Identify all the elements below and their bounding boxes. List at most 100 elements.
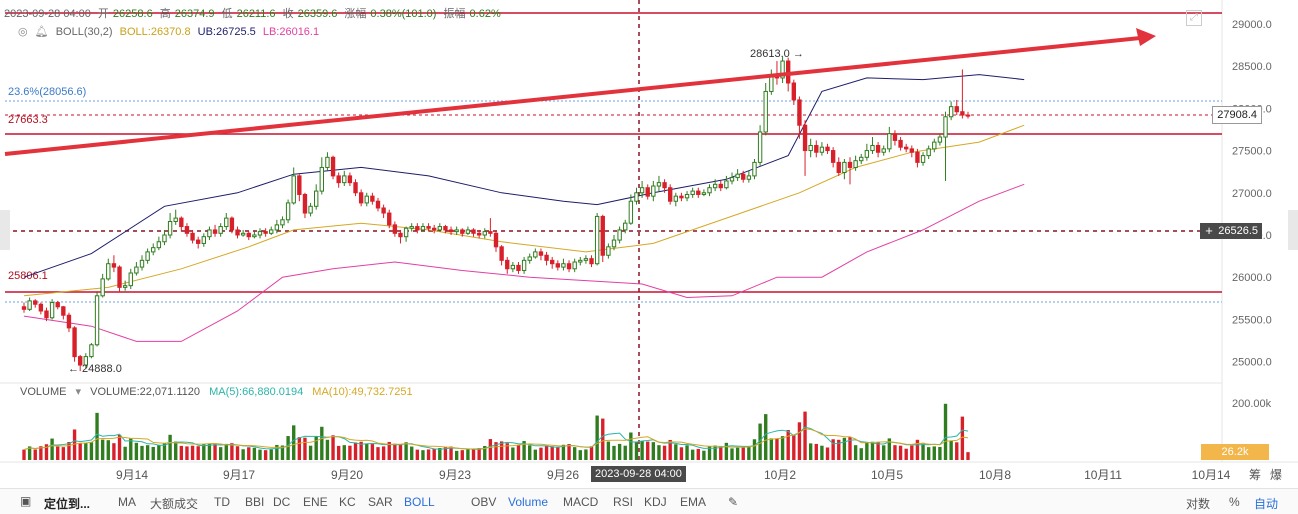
left-scroll-handle[interactable]: [0, 210, 10, 250]
candle-body: [314, 190, 319, 207]
indicator-obv[interactable]: OBV: [471, 495, 497, 509]
volume-name[interactable]: VOLUME: [20, 386, 67, 398]
candle-body: [606, 246, 611, 256]
candle-body: [954, 106, 959, 113]
volume-bar: [601, 418, 605, 460]
volume-bar: [84, 443, 88, 460]
candle-body: [718, 183, 723, 189]
locate-button[interactable]: 定位到...: [44, 497, 91, 511]
x-tick-label: 10月2: [764, 468, 796, 482]
candle-body: [926, 148, 931, 157]
bell-icon[interactable]: 🔔︎: [34, 26, 49, 38]
candle-body: [398, 232, 403, 238]
volume-bar: [483, 446, 487, 460]
candle-body: [741, 173, 746, 180]
candle-body: [465, 229, 471, 234]
volume-bar: [494, 442, 498, 460]
indicator-大额成交[interactable]: 大额成交: [150, 497, 199, 511]
candle-body: [409, 226, 414, 229]
x-tick-label: 9月26: [547, 468, 579, 482]
volume-bar: [910, 445, 914, 460]
volume-bar: [792, 435, 796, 460]
candle-body: [881, 148, 886, 153]
candle-body: [943, 116, 948, 138]
volume-ma10-line: [23, 428, 969, 451]
candle-body: [668, 187, 673, 202]
candle-body: [201, 236, 206, 244]
indicator-macd[interactable]: MACD: [563, 495, 599, 509]
indicator-bbi[interactable]: BBI: [245, 495, 265, 509]
volume-bar: [477, 448, 481, 460]
candle-body: [533, 251, 538, 258]
volume-bar: [117, 434, 122, 460]
header-amp: 0.62%: [469, 8, 501, 20]
volume-bar: [376, 447, 380, 460]
volume-bar: [292, 425, 296, 460]
volume-bar: [404, 442, 408, 460]
candle-body: [167, 220, 173, 236]
header-open-label: 开: [97, 8, 109, 20]
candle-body: [460, 229, 465, 234]
volume-bar: [353, 442, 358, 460]
indicator-kdj[interactable]: KDJ: [644, 495, 667, 509]
volume-bar: [426, 449, 431, 460]
candle-body: [184, 226, 190, 234]
volume-bar: [224, 443, 228, 460]
volume-bar: [398, 444, 403, 460]
candle-body: [476, 232, 482, 236]
candle-body: [814, 144, 819, 153]
calendar-icon[interactable]: ▣: [20, 494, 32, 508]
volume-bar: [567, 444, 571, 460]
volume-bar: [123, 446, 127, 460]
indicator-volume[interactable]: Volume: [508, 495, 549, 509]
volume-bar: [207, 443, 212, 460]
right-scroll-handle[interactable]: [1288, 210, 1298, 250]
indicator-ema[interactable]: EMA: [680, 495, 707, 509]
volume-bar: [27, 446, 32, 460]
percent-scale-button[interactable]: %: [1229, 495, 1240, 509]
indicator-dc[interactable]: DC: [273, 495, 291, 509]
auto-scale-button[interactable]: 自动: [1254, 497, 1279, 511]
candle-body: [859, 156, 864, 162]
indicator-ma[interactable]: MA: [118, 495, 136, 509]
candle-body: [578, 259, 583, 263]
candle-body: [240, 232, 246, 236]
volume-bar: [325, 439, 330, 460]
volume-bar: [690, 449, 695, 460]
indicator-td[interactable]: TD: [214, 495, 230, 509]
candle-body: [948, 106, 954, 118]
volume-bar: [595, 415, 599, 460]
volume-ma10: MA(10):49,732.7251: [312, 386, 413, 398]
log-scale-button[interactable]: 对数: [1186, 497, 1211, 511]
candle-body: [583, 258, 589, 261]
candle-body: [375, 200, 381, 209]
price-chart[interactable]: 29000.028500.028000.027500.027000.026500…: [0, 0, 1298, 488]
volume-bar: [410, 446, 414, 460]
volume-bar: [898, 445, 903, 460]
indicator-sar[interactable]: SAR: [368, 495, 393, 509]
volume-bar: [662, 445, 667, 460]
candle-body: [611, 239, 617, 248]
volume-bar: [904, 448, 908, 460]
volume-bar: [640, 441, 644, 460]
volume-bar: [803, 411, 807, 460]
indicator-kc[interactable]: KC: [339, 495, 356, 509]
edit-icon[interactable]: ✎: [728, 495, 739, 509]
fullscreen-icon[interactable]: ⤢: [1186, 10, 1202, 26]
candle-body: [864, 150, 870, 158]
candle-body: [521, 259, 527, 271]
add-level-button[interactable]: +: [1200, 223, 1218, 239]
candle-body: [493, 232, 499, 248]
indicator-ene[interactable]: ENE: [303, 495, 328, 509]
candle-body: [370, 195, 375, 202]
indicator-rsi[interactable]: RSI: [613, 495, 634, 509]
candle-body: [516, 264, 521, 271]
volume-bar: [730, 448, 734, 460]
candle-body: [179, 217, 184, 228]
indicator-boll[interactable]: BOLL: [404, 495, 435, 509]
candle-body: [505, 259, 510, 270]
eye-icon[interactable]: ◎: [18, 26, 28, 38]
chevron-down-icon[interactable]: ▾: [75, 386, 82, 398]
candle-body: [454, 229, 459, 233]
candle-body: [403, 227, 409, 238]
